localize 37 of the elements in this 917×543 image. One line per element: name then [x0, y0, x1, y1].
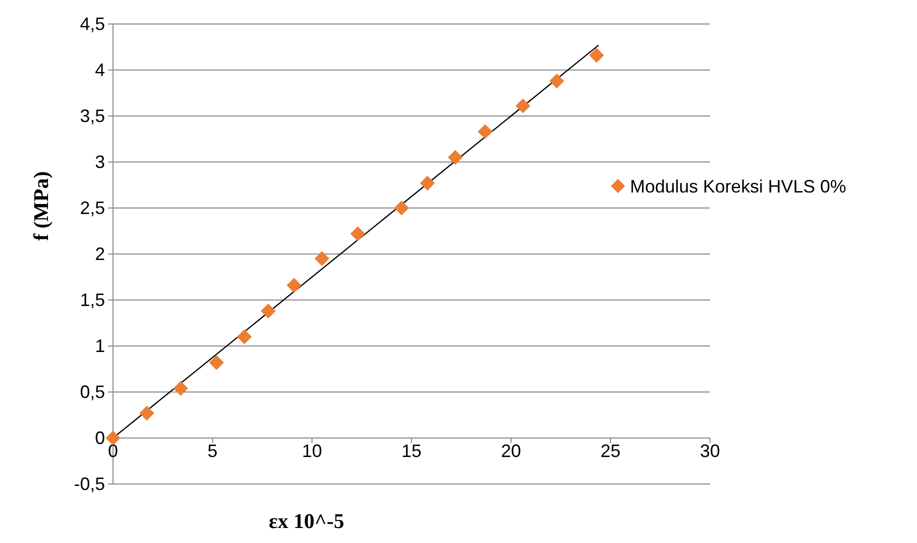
y-tick-label: 0: [94, 428, 105, 448]
y-tick-label: 4,5: [80, 14, 105, 34]
y-tick-label: 2,5: [80, 198, 105, 218]
x-tick-label: 10: [302, 440, 322, 461]
legend-label: Modulus Koreksi HVLS 0%: [630, 176, 846, 196]
point: [516, 98, 530, 114]
y-tick-label: 1,5: [80, 290, 105, 310]
y-tick-label: 0,5: [80, 382, 105, 402]
point: [236, 329, 252, 344]
y-tick-label: 1: [94, 336, 105, 356]
point: [260, 304, 276, 318]
x-tick-label: 0: [108, 440, 118, 461]
x-tick-label: 30: [700, 440, 720, 461]
x-tick-label: 20: [500, 440, 522, 461]
point: [173, 380, 188, 396]
point: [209, 355, 224, 370]
point: [420, 176, 435, 191]
point: [314, 251, 330, 266]
point: [394, 200, 409, 216]
y-axis-title: f (MPa): [29, 171, 53, 241]
x-tick-label: 25: [600, 440, 621, 461]
y-tick-label: 4: [94, 60, 105, 80]
x-tick-label: 15: [401, 440, 422, 461]
point: [106, 430, 120, 446]
point: [448, 150, 463, 165]
y-tick-label: -0,5: [74, 474, 105, 494]
point: [589, 48, 604, 63]
point: [478, 124, 493, 140]
point: [350, 226, 366, 242]
point: [549, 74, 564, 88]
x-axis-title: εx 10^-5: [268, 509, 344, 533]
x-tick-label: 5: [207, 440, 218, 461]
point: [286, 278, 302, 293]
y-tick-label: 3: [94, 152, 105, 172]
y-tick-label: 2: [94, 244, 105, 264]
y-tick-label: 3,5: [80, 106, 105, 126]
point: [139, 406, 154, 421]
